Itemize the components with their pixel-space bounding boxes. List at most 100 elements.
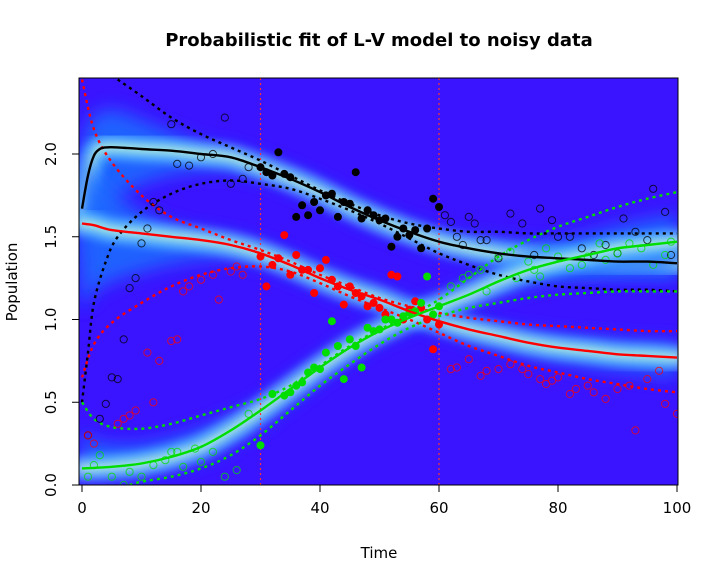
unobserved-point [131,274,140,283]
observed-point [375,303,384,312]
unobserved-point [458,240,467,250]
unobserved-point [553,373,563,382]
unobserved-point [536,375,545,384]
observed-point [417,298,426,307]
unobserved-point [167,447,176,456]
unobserved-point [631,426,640,435]
unobserved-point [125,411,134,420]
unobserved-point [553,232,563,241]
observed-point [339,300,348,309]
observed-point [339,375,348,384]
unobserved-point [173,335,182,344]
unobserved-point [589,388,598,397]
unobserved-point [518,219,527,228]
observed-point [363,206,372,215]
unobserved-point [214,295,223,304]
unobserved-point [95,414,104,423]
upper-interval-line-2 [81,190,678,431]
unobserved-point [464,270,473,279]
unobserved-point [470,219,479,228]
unobserved-point [119,335,128,344]
observed-point [381,214,390,223]
unobserved-point [196,275,206,284]
unobserved-point [661,250,670,260]
unobserved-point [524,257,533,266]
lower-interval-line-1 [80,265,678,394]
y-tick-label: 2.0 [42,142,60,166]
unobserved-point [476,236,485,245]
unobserved-point [613,384,622,394]
observed-point [304,211,313,220]
observed-point [369,298,378,307]
unobserved-point [631,227,640,236]
unobserved-point [238,270,247,279]
unobserved-point [131,406,140,415]
observed-point [435,203,443,211]
unobserved-point [185,282,194,291]
observed-point [387,270,396,279]
unobserved-point [179,287,188,296]
x-tick-label: 100 [663,499,692,517]
unobserved-point [452,363,461,372]
unobserved-point [625,381,634,390]
unobserved-point [208,270,217,279]
unobserved-point [672,409,678,418]
unobserved-point [143,224,152,233]
unobserved-point [542,244,551,253]
unobserved-point [524,370,533,379]
mean-line-0 [80,145,678,265]
observed-point [292,212,301,221]
observed-point [262,282,271,291]
observed-point [387,315,396,324]
unobserved-point [601,240,610,250]
unobserved-point [125,284,134,293]
unobserved-point [89,439,99,448]
unobserved-point [167,120,176,129]
unobserved-point [666,250,676,260]
unobserved-point [155,206,164,215]
unobserved-point [220,472,229,481]
unobserved-point [226,267,235,276]
observed-point [256,441,265,450]
observed-point [274,148,283,157]
unobserved-point [595,239,604,248]
observed-point [268,390,277,398]
y-tick-label: 1.5 [42,225,60,249]
unobserved-point [83,472,93,481]
lower-interval-line-0 [80,179,678,403]
y-tick-label: 1.0 [42,308,60,332]
chart-title: Probabilistic fit of L-V model to noisy … [165,30,593,51]
observed-point [393,272,402,281]
upper-interval-line-1 [80,79,678,333]
unobserved-point [643,236,652,245]
observed-point [429,310,438,319]
unobserved-point [661,399,670,408]
unobserved-point [482,366,491,375]
unobserved-point [179,462,188,471]
unobserved-point [137,239,146,248]
observed-point [333,212,342,221]
observed-point [310,289,319,297]
mean-line-1 [81,222,678,359]
observed-point [357,214,366,223]
unobserved-point [446,365,455,374]
unobserved-point [553,252,563,261]
observed-point [310,198,319,206]
unobserved-point [208,447,217,456]
unobserved-point [464,212,473,221]
unobserved-point [577,260,586,269]
unobserved-point [226,179,235,188]
unobserved-point [613,249,622,258]
unobserved-point [530,250,539,260]
unobserved-point [476,371,485,380]
unobserved-point [547,216,557,225]
observed-point [423,272,432,281]
x-tick-label: 80 [548,499,567,517]
unobserved-point [137,472,146,481]
unobserved-point [143,348,152,357]
observed-point [327,317,336,326]
unobserved-point [661,207,670,216]
unobserved-point [232,466,241,475]
unobserved-point [167,336,176,346]
